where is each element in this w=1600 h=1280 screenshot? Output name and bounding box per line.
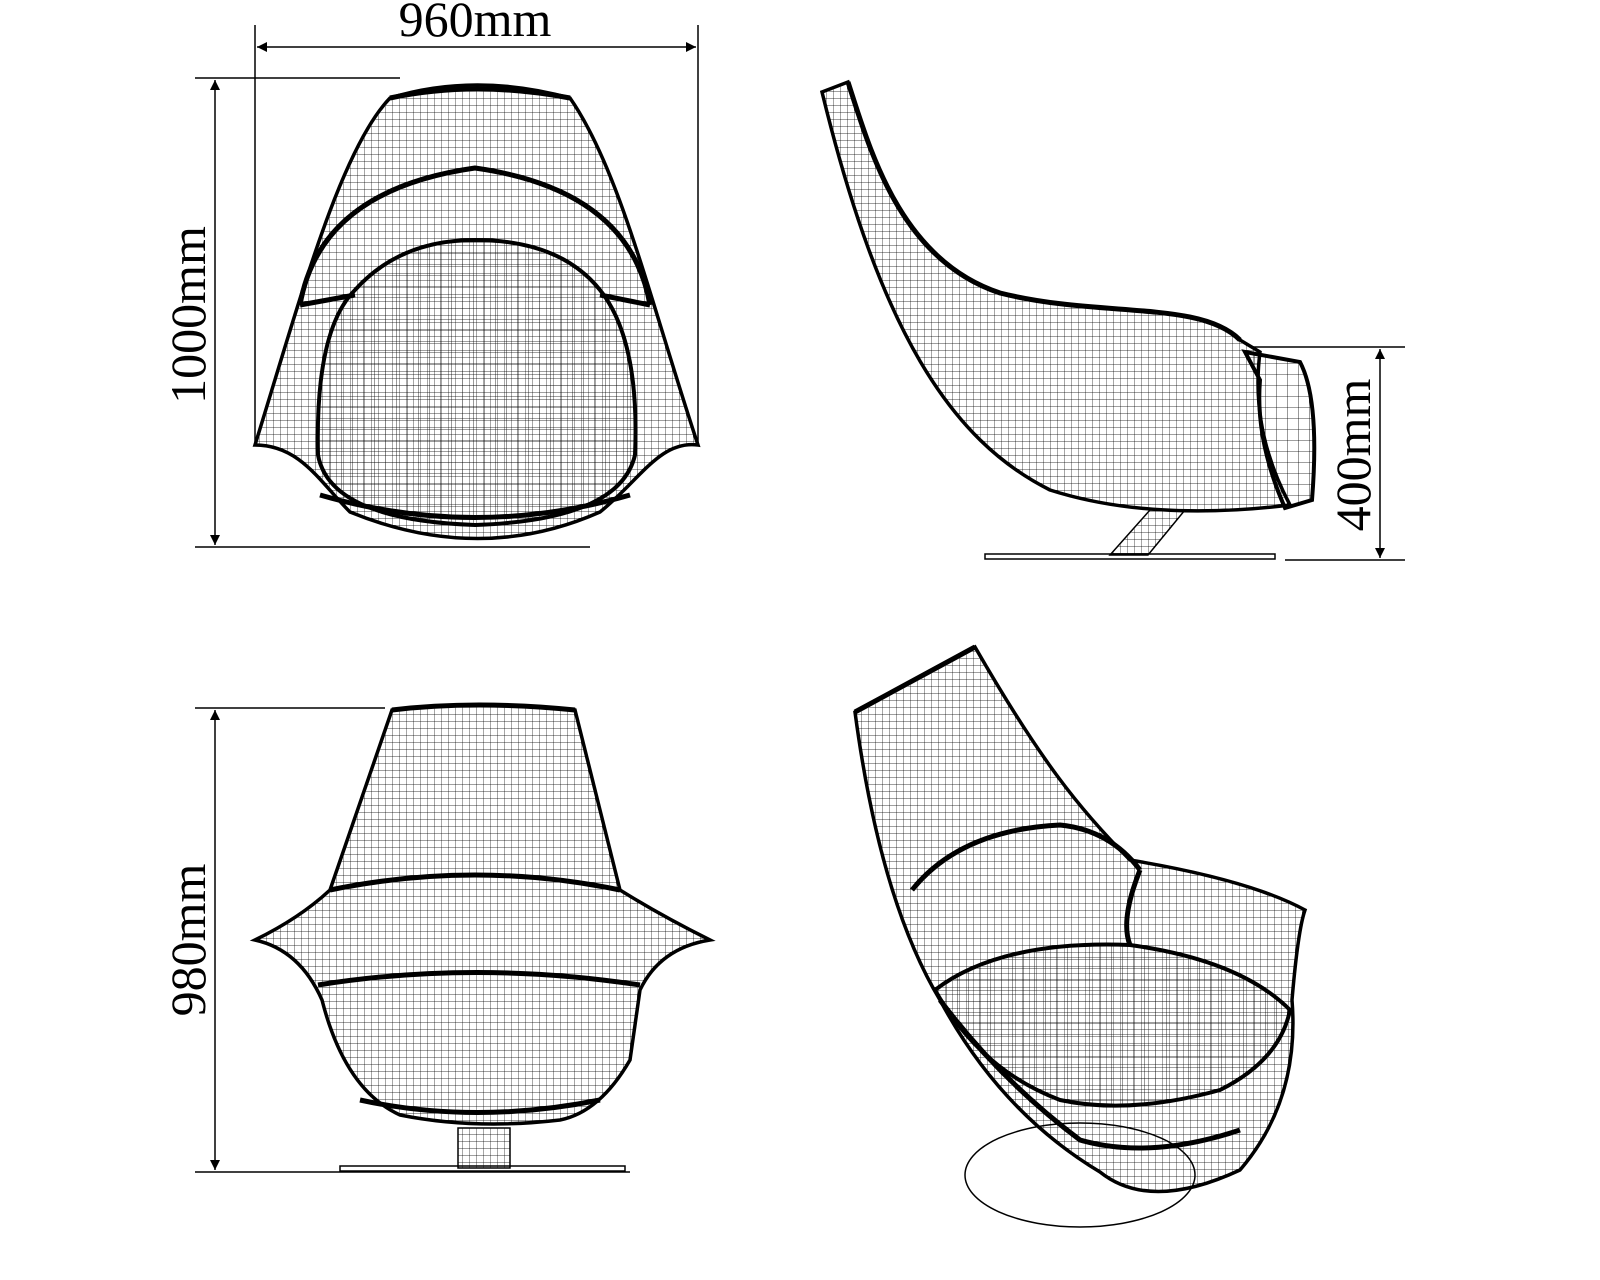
dimension-label-400: 400mm [1325,379,1381,532]
dimension-seat-height: 400mm [1250,346,1405,561]
side-view [819,79,1317,560]
dimension-label-980: 980mm [160,864,216,1017]
dimension-height-back: 980mm [160,707,630,1173]
dimension-label-960: 960mm [399,0,552,47]
dimension-height-front: 1000mm [160,77,590,548]
perspective-view [853,644,1308,1228]
dimension-width: 960mm [254,0,699,445]
dimension-label-1000: 1000mm [160,226,216,404]
front-view-top [252,83,701,541]
front-view-bottom [249,702,716,1172]
